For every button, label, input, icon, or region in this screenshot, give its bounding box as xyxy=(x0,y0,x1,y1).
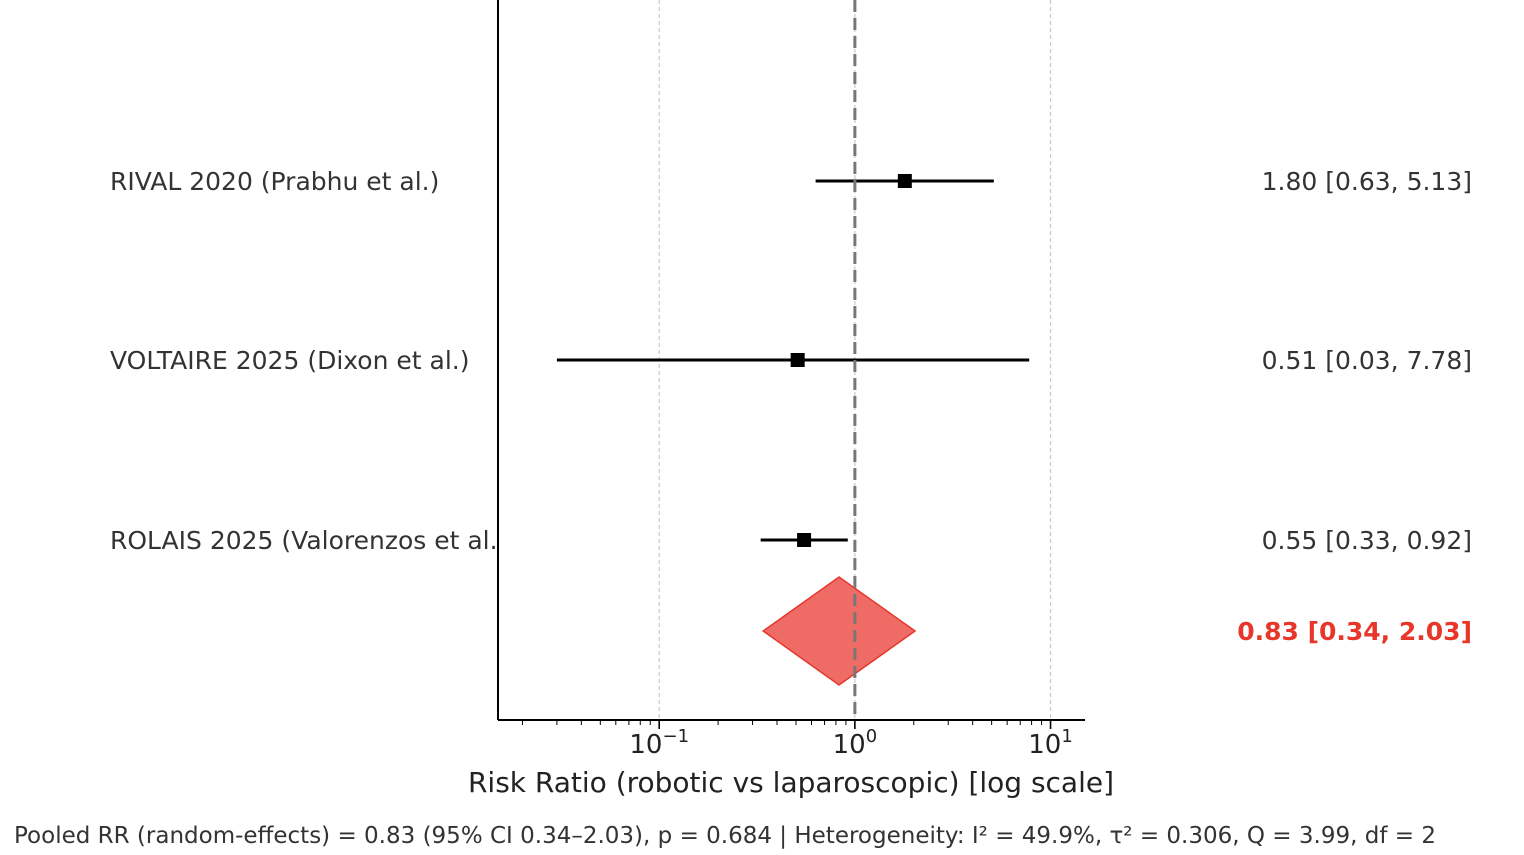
study-estimate-text-2: 0.55 [0.33, 0.92] xyxy=(1262,526,1472,555)
x-tick-label-2: 101 xyxy=(1028,726,1073,760)
study-point-0 xyxy=(897,174,912,188)
study-rows: RIVAL 2020 (Prabhu et al.) 1.80 [0.63, 5.… xyxy=(110,167,1472,555)
study-estimate-text-1: 0.51 [0.03, 7.78] xyxy=(1262,346,1472,375)
axes xyxy=(497,0,1085,721)
study-estimate-text-0: 1.80 [0.63, 5.13] xyxy=(1262,167,1472,196)
x-ticks: 10−1 100 101 xyxy=(521,720,1073,760)
study-point-2 xyxy=(797,533,812,547)
study-label-1: VOLTAIRE 2025 (Dixon et al.) xyxy=(110,346,469,375)
pooled-summary-footer: Pooled RR (random-effects) = 0.83 (95% C… xyxy=(14,823,1436,849)
study-label-0: RIVAL 2020 (Prabhu et al.) xyxy=(110,167,439,196)
study-point-1 xyxy=(790,353,805,367)
study-label-2: ROLAIS 2025 (Valorenzos et al.) xyxy=(110,526,507,555)
pooled-estimate-text: 0.83 [0.34, 2.03] xyxy=(1237,617,1472,646)
x-tick-label-0: 10−1 xyxy=(629,726,689,760)
x-axis-label: Risk Ratio (robotic vs laparoscopic) [lo… xyxy=(468,766,1114,799)
x-tick-label-1: 100 xyxy=(833,726,878,760)
pooled-diamond xyxy=(761,576,917,686)
pooled-estimate: 0.83 [0.34, 2.03] xyxy=(761,0,1472,720)
